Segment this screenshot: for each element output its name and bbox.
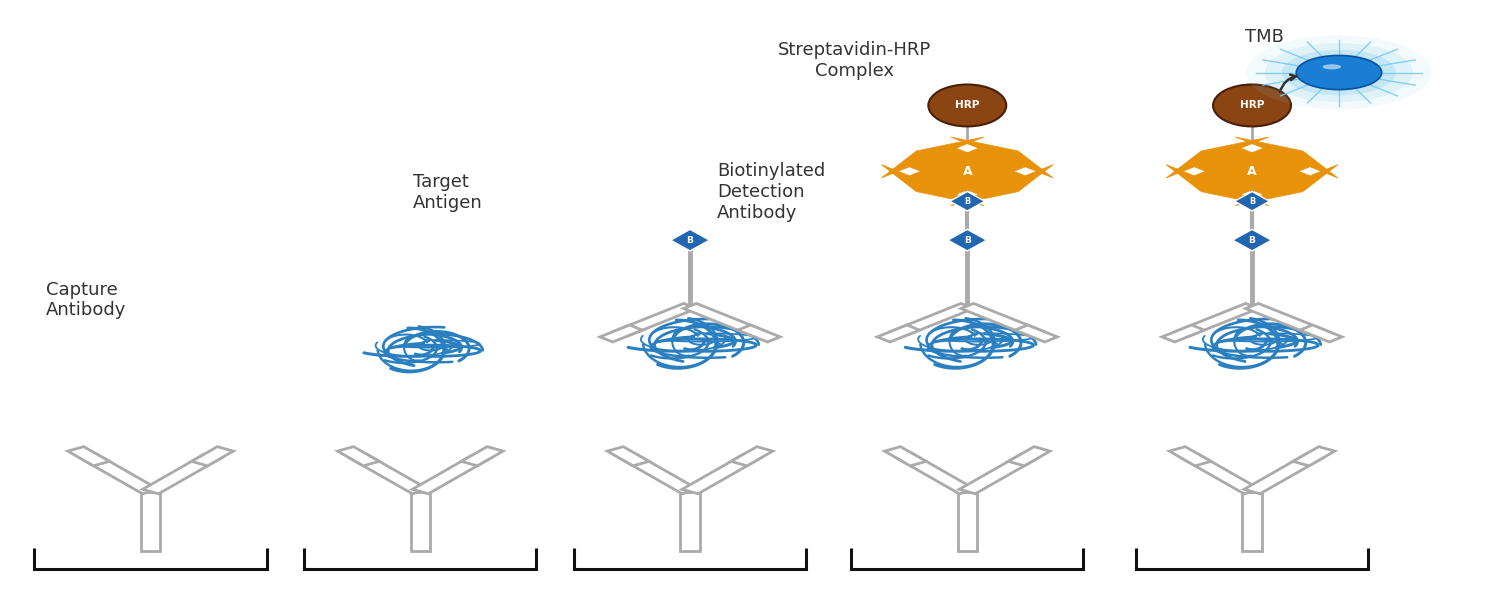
Polygon shape bbox=[682, 454, 760, 494]
Polygon shape bbox=[1162, 325, 1204, 342]
Polygon shape bbox=[948, 229, 987, 251]
Polygon shape bbox=[1166, 137, 1275, 181]
Text: B: B bbox=[1248, 236, 1256, 245]
Polygon shape bbox=[681, 491, 700, 551]
Ellipse shape bbox=[928, 85, 1007, 127]
Polygon shape bbox=[1228, 162, 1338, 206]
Polygon shape bbox=[141, 491, 160, 551]
Polygon shape bbox=[878, 325, 920, 342]
Polygon shape bbox=[142, 454, 220, 494]
Polygon shape bbox=[892, 304, 974, 336]
Text: B: B bbox=[964, 236, 970, 245]
Circle shape bbox=[1246, 35, 1431, 109]
Polygon shape bbox=[192, 446, 234, 466]
Polygon shape bbox=[944, 137, 1053, 181]
Polygon shape bbox=[413, 454, 491, 494]
Text: B: B bbox=[1250, 197, 1256, 206]
Polygon shape bbox=[615, 304, 696, 336]
Ellipse shape bbox=[1214, 85, 1292, 127]
Text: B: B bbox=[687, 236, 693, 245]
Polygon shape bbox=[962, 304, 1042, 336]
Polygon shape bbox=[897, 454, 975, 494]
Text: HRP: HRP bbox=[1240, 100, 1264, 110]
Polygon shape bbox=[462, 446, 503, 466]
Polygon shape bbox=[338, 446, 380, 466]
Polygon shape bbox=[351, 454, 429, 494]
Text: Target
Antigen: Target Antigen bbox=[413, 173, 483, 212]
Polygon shape bbox=[950, 191, 986, 211]
Polygon shape bbox=[960, 454, 1036, 494]
Text: TMB: TMB bbox=[1245, 28, 1284, 46]
Ellipse shape bbox=[1323, 64, 1341, 70]
Polygon shape bbox=[608, 446, 650, 466]
Polygon shape bbox=[81, 454, 159, 494]
Text: Biotinylated
Detection
Antibody: Biotinylated Detection Antibody bbox=[717, 163, 825, 222]
Circle shape bbox=[1296, 55, 1382, 89]
Polygon shape bbox=[1293, 446, 1335, 466]
Circle shape bbox=[1282, 50, 1396, 95]
Polygon shape bbox=[882, 162, 990, 206]
Polygon shape bbox=[1182, 454, 1260, 494]
Polygon shape bbox=[1234, 191, 1269, 211]
Circle shape bbox=[1264, 43, 1413, 102]
Polygon shape bbox=[620, 454, 698, 494]
Polygon shape bbox=[684, 304, 765, 336]
Polygon shape bbox=[957, 491, 976, 551]
Polygon shape bbox=[1170, 446, 1210, 466]
Text: A: A bbox=[963, 165, 972, 178]
Polygon shape bbox=[1228, 137, 1338, 181]
Polygon shape bbox=[600, 325, 642, 342]
Text: HRP: HRP bbox=[956, 100, 980, 110]
Polygon shape bbox=[411, 491, 430, 551]
Polygon shape bbox=[1245, 304, 1328, 336]
Polygon shape bbox=[885, 446, 927, 466]
Text: Streptavidin-HRP
Complex: Streptavidin-HRP Complex bbox=[778, 41, 932, 80]
Polygon shape bbox=[944, 162, 1053, 206]
Text: B: B bbox=[964, 197, 970, 206]
Polygon shape bbox=[1008, 446, 1050, 466]
Text: A: A bbox=[1246, 165, 1257, 178]
Polygon shape bbox=[670, 229, 710, 251]
Text: Capture
Antibody: Capture Antibody bbox=[45, 281, 126, 319]
Polygon shape bbox=[1242, 491, 1262, 551]
Polygon shape bbox=[1016, 325, 1058, 342]
Polygon shape bbox=[882, 137, 990, 181]
Polygon shape bbox=[1233, 229, 1272, 251]
Polygon shape bbox=[738, 325, 780, 342]
Polygon shape bbox=[1166, 162, 1275, 206]
Polygon shape bbox=[1299, 325, 1342, 342]
Polygon shape bbox=[730, 446, 772, 466]
Polygon shape bbox=[1178, 304, 1258, 336]
Polygon shape bbox=[1244, 454, 1322, 494]
Polygon shape bbox=[68, 446, 110, 466]
